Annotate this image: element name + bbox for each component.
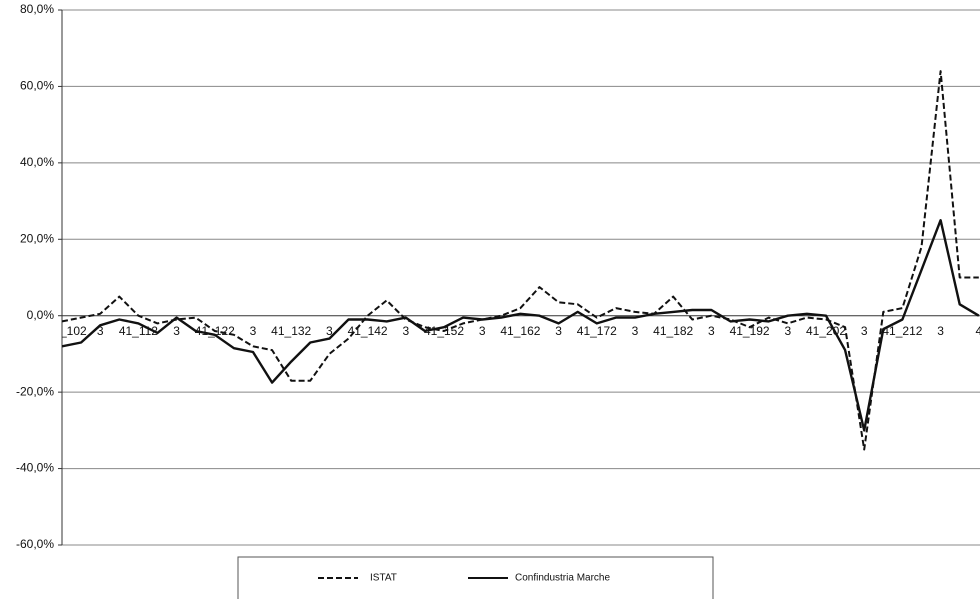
- x-tick-label: 41_202: [806, 324, 846, 338]
- x-tick-label: 41_132: [271, 324, 311, 338]
- x-tick-label: 41_142: [348, 324, 388, 338]
- y-tick-label: 80,0%: [20, 2, 54, 16]
- plot-lines: [62, 70, 980, 451]
- x-axis-labels: 1_102 3 41_112 3 41_122 3 41_132 3 41_142 3 41_152…: [53, 324, 980, 338]
- legend-label: Confindustria Marche: [515, 573, 610, 584]
- y-tick-label: 0,0%: [27, 308, 55, 322]
- x-tick-label: 3: [250, 324, 257, 338]
- y-tick-label: 20,0%: [20, 231, 54, 245]
- x-tick-label: 41_162: [500, 324, 540, 338]
- y-tick-label: -40,0%: [16, 461, 54, 475]
- x-tick-label: 3: [173, 324, 180, 338]
- x-tick-label: 3: [632, 324, 639, 338]
- y-tick-label: 40,0%: [20, 155, 54, 169]
- x-tick-label: 3: [326, 324, 333, 338]
- x-tick-label: 3: [861, 324, 868, 338]
- y-tick-label: -20,0%: [16, 384, 54, 398]
- series-line: [62, 219, 980, 432]
- x-tick-label: 3: [97, 324, 104, 338]
- y-tick-label: -60,0%: [16, 537, 54, 551]
- x-tick-label: 41_212: [882, 324, 922, 338]
- x-tick-label: 4: [975, 324, 980, 338]
- grid: -60,0% -40,0% -20,0% 0,0% 20,0% 40,0% 60,0% 80,…: [16, 2, 980, 551]
- x-tick-label: 41_182: [653, 324, 693, 338]
- x-tick-label: 41_172: [577, 324, 617, 338]
- legend-label: ISTAT: [370, 573, 397, 584]
- x-tick-label: 3: [479, 324, 486, 338]
- x-tick-label: 41_192: [730, 324, 770, 338]
- x-tick-label: 3: [937, 324, 944, 338]
- x-tick-label: 3: [402, 324, 409, 338]
- x-tick-label: 3: [708, 324, 715, 338]
- x-tick-label: 1_102: [53, 324, 87, 338]
- legend: ISTAT Confindustria Marche: [237, 556, 714, 599]
- x-tick-label: 3: [555, 324, 562, 338]
- y-tick-label: 60,0%: [20, 79, 54, 93]
- x-tick-label: 3: [784, 324, 791, 338]
- series-line: [62, 70, 979, 451]
